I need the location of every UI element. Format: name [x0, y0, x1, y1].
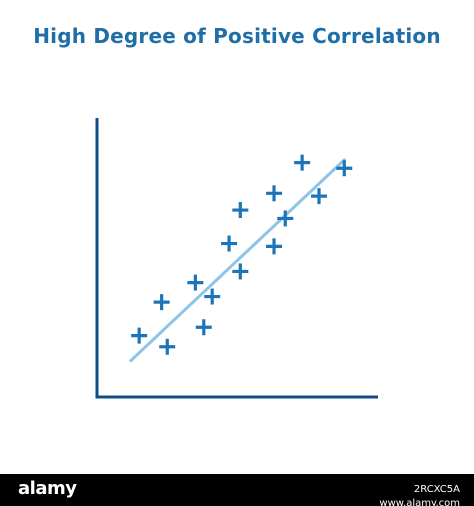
- trend-line: [129, 158, 346, 363]
- data-point-2: [159, 338, 176, 355]
- data-point-4: [187, 274, 204, 291]
- alamy-logo: alamy: [18, 478, 77, 499]
- data-point-15: [336, 160, 353, 177]
- data-point-10: [266, 238, 283, 255]
- site-url: www.alamy.com: [379, 498, 460, 506]
- data-points: [131, 154, 353, 355]
- data-point-12: [277, 210, 294, 227]
- data-point-5: [195, 319, 212, 336]
- image-id: 2RCXC5A: [413, 484, 460, 495]
- data-point-8: [232, 263, 249, 280]
- data-point-7: [221, 235, 238, 252]
- data-point-3: [153, 294, 170, 311]
- watermark-footer: alamy 2RCXC5A www.alamy.com: [0, 474, 474, 506]
- image-credit: 2RCXC5A www.alamy.com: [379, 483, 460, 506]
- data-point-14: [310, 188, 327, 205]
- data-point-1: [131, 327, 148, 344]
- data-point-11: [266, 185, 283, 202]
- data-point-6: [204, 288, 221, 305]
- chart-title: High Degree of Positive Correlation: [33, 24, 441, 48]
- scatter-chart: [95, 118, 378, 399]
- data-point-13: [294, 154, 311, 171]
- data-point-9: [232, 202, 249, 219]
